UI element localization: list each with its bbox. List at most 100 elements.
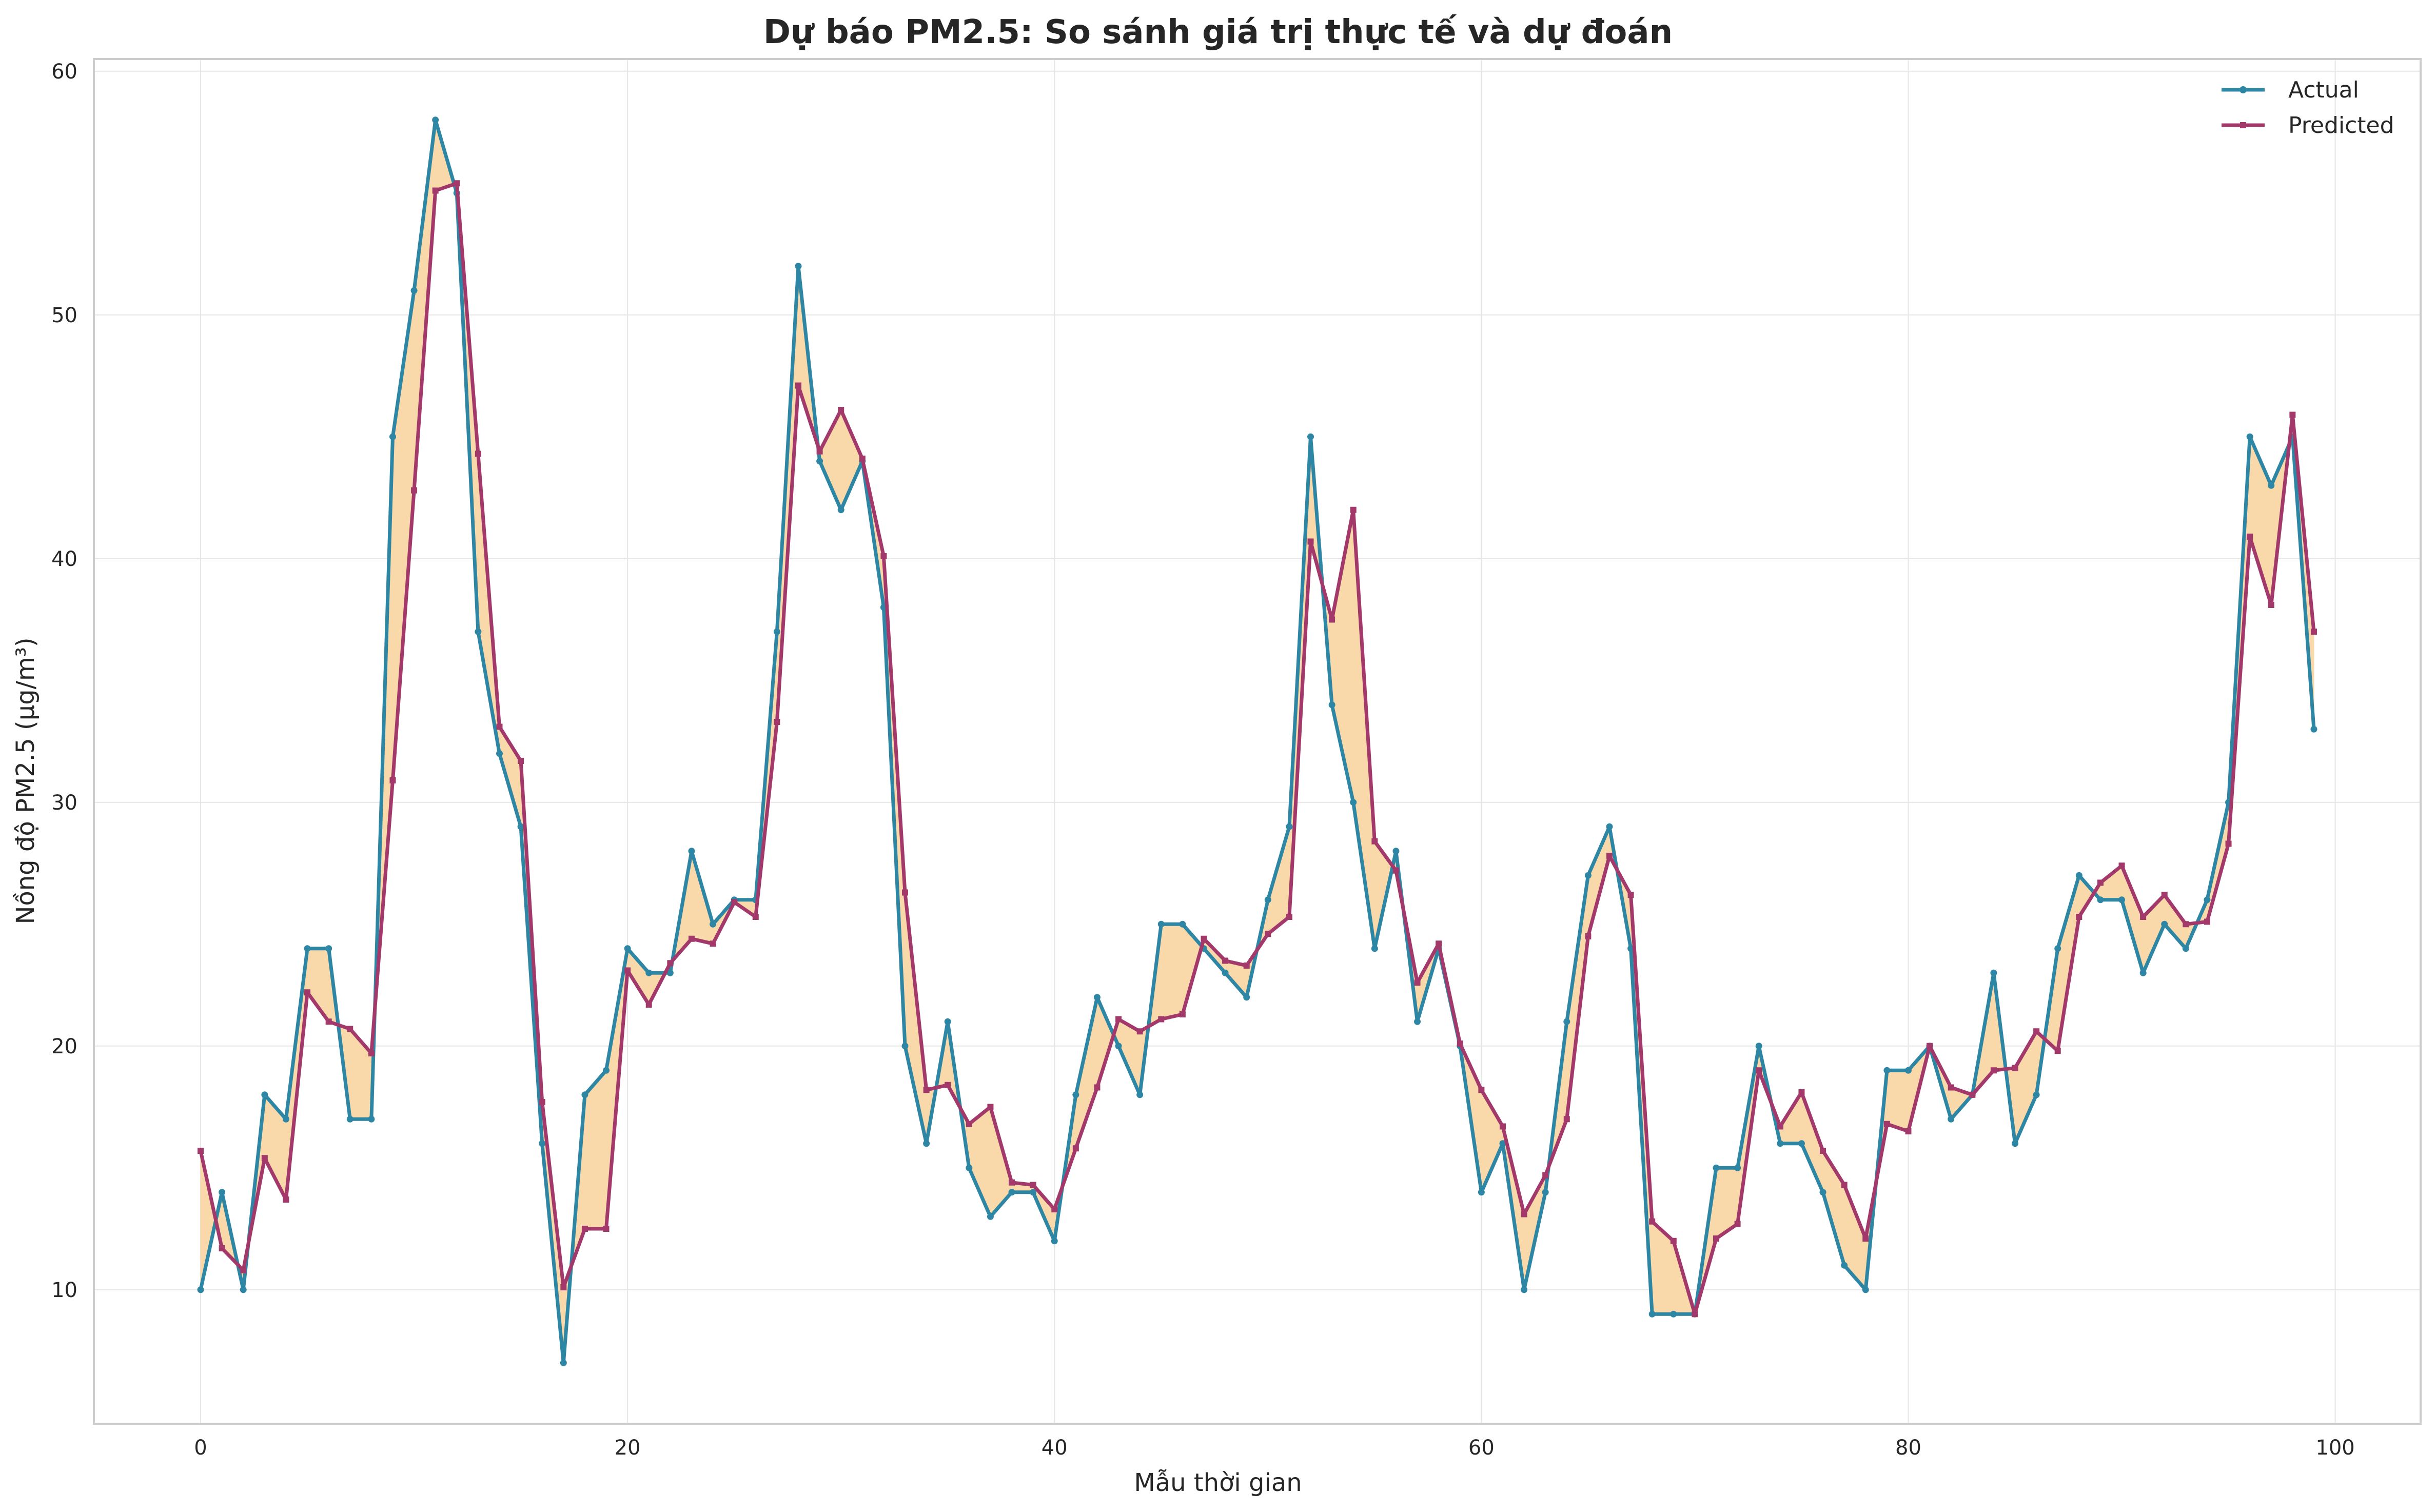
data-point-predicted	[1670, 1238, 1677, 1244]
data-point-actual	[1030, 1189, 1037, 1196]
data-point-predicted	[645, 1002, 652, 1008]
data-point-predicted	[1798, 1089, 1805, 1095]
data-point-predicted	[816, 448, 823, 455]
data-point-predicted	[2204, 918, 2210, 925]
data-point-actual	[710, 920, 717, 928]
data-point-actual	[1948, 1115, 1955, 1123]
data-point-actual	[346, 1115, 353, 1123]
data-point-actual	[816, 458, 823, 465]
data-point-predicted	[1072, 1145, 1079, 1152]
data-point-actual	[1243, 994, 1250, 1001]
data-point-actual	[304, 945, 311, 952]
data-point-predicted	[1179, 1011, 1186, 1017]
x-tick-label: 0	[194, 1436, 207, 1460]
data-point-actual	[1777, 1140, 1784, 1147]
data-point-predicted	[1392, 867, 1399, 874]
data-point-actual	[2182, 945, 2189, 952]
data-point-actual	[197, 1286, 204, 1293]
data-point-predicted	[1969, 1091, 1976, 1098]
data-point-predicted	[1756, 1067, 1762, 1074]
data-point-predicted	[1542, 1172, 1549, 1179]
data-point-predicted	[1606, 853, 1613, 859]
data-point-predicted	[198, 1148, 204, 1154]
data-point-actual	[1115, 1043, 1122, 1050]
data-point-predicted	[2268, 602, 2274, 608]
data-point-actual	[2139, 969, 2147, 976]
y-tick-label: 50	[51, 304, 77, 327]
difference-fill-segment	[1844, 1185, 1866, 1291]
data-point-predicted	[2310, 629, 2317, 635]
legend-item-predicted: Predicted	[2222, 112, 2394, 139]
data-point-predicted	[2140, 914, 2147, 920]
data-point-predicted	[1222, 957, 1229, 964]
data-point-predicted	[219, 1245, 225, 1251]
data-point-actual	[1883, 1067, 1891, 1074]
data-point-actual	[624, 945, 631, 952]
data-point-actual	[1670, 1310, 1677, 1318]
x-tick-label: 80	[1895, 1436, 1921, 1460]
y-tick-label: 60	[51, 60, 77, 84]
data-point-actual	[2268, 482, 2275, 489]
data-point-actual	[2075, 872, 2083, 879]
data-point-predicted	[1243, 963, 1250, 969]
data-point-predicted	[1777, 1123, 1783, 1130]
series-predicted	[198, 180, 2317, 1318]
data-point-predicted	[1478, 1087, 1485, 1093]
data-point-predicted	[1158, 1016, 1165, 1023]
tick-labels: 0 20 40 60 80 100 10 20 30 40 50 60	[51, 60, 2355, 1460]
difference-fill-segment	[264, 1094, 286, 1200]
data-point-predicted	[838, 407, 844, 413]
data-point-predicted	[1436, 940, 1442, 947]
data-point-actual	[688, 848, 695, 855]
data-point-predicted	[2097, 879, 2104, 886]
x-tick-label: 20	[615, 1436, 641, 1460]
data-point-actual	[1734, 1164, 1741, 1171]
data-point-actual	[1136, 1091, 1144, 1098]
data-point-predicted	[518, 758, 524, 764]
data-point-predicted	[1499, 1123, 1506, 1130]
data-point-predicted	[1136, 1028, 1143, 1035]
data-point-predicted	[1948, 1084, 1954, 1091]
y-tick-label: 30	[51, 791, 77, 815]
data-point-actual	[2033, 1091, 2040, 1098]
data-point-predicted	[1115, 1016, 1122, 1023]
data-point-predicted	[325, 1018, 332, 1025]
data-point-predicted	[304, 989, 311, 996]
data-point-predicted	[1094, 1084, 1101, 1091]
data-point-actual	[901, 1043, 909, 1050]
data-point-predicted	[2054, 1048, 2061, 1054]
data-point-predicted	[283, 1196, 289, 1203]
data-point-actual	[603, 1067, 610, 1074]
data-point-actual	[1008, 1189, 1015, 1196]
data-point-predicted	[411, 487, 418, 494]
data-point-actual	[1072, 1091, 1079, 1098]
legend-label: Actual	[2288, 77, 2359, 103]
difference-fill-segment	[840, 409, 863, 510]
data-point-actual	[944, 1018, 951, 1025]
data-point-actual	[795, 263, 802, 270]
data-point-actual	[1286, 823, 1293, 830]
data-point-actual	[1350, 799, 1357, 806]
data-point-actual	[410, 287, 418, 294]
data-point-predicted	[347, 1026, 353, 1032]
data-point-actual	[282, 1115, 289, 1123]
data-point-predicted	[454, 180, 460, 187]
data-point-predicted	[1883, 1121, 1890, 1127]
data-point-actual	[325, 945, 332, 952]
data-point-predicted	[1457, 1040, 1463, 1047]
x-axis-label: Mẫu thời gian	[1134, 1468, 1302, 1497]
data-point-actual	[1521, 1286, 1528, 1293]
data-point-actual	[1904, 1067, 1912, 1074]
difference-fill-segment	[307, 948, 329, 1023]
data-point-predicted	[987, 1104, 994, 1110]
data-point-actual	[1990, 969, 1997, 976]
data-point-predicted	[2161, 892, 2168, 898]
data-point-actual	[966, 1164, 973, 1171]
data-point-predicted	[389, 777, 396, 783]
data-point-actual	[1371, 945, 1378, 952]
data-point-actual	[1713, 1164, 1720, 1171]
data-point-predicted	[1051, 1206, 1058, 1212]
data-point-predicted	[1649, 1218, 1656, 1225]
data-point-actual	[1264, 896, 1271, 904]
data-point-actual	[2204, 896, 2211, 904]
